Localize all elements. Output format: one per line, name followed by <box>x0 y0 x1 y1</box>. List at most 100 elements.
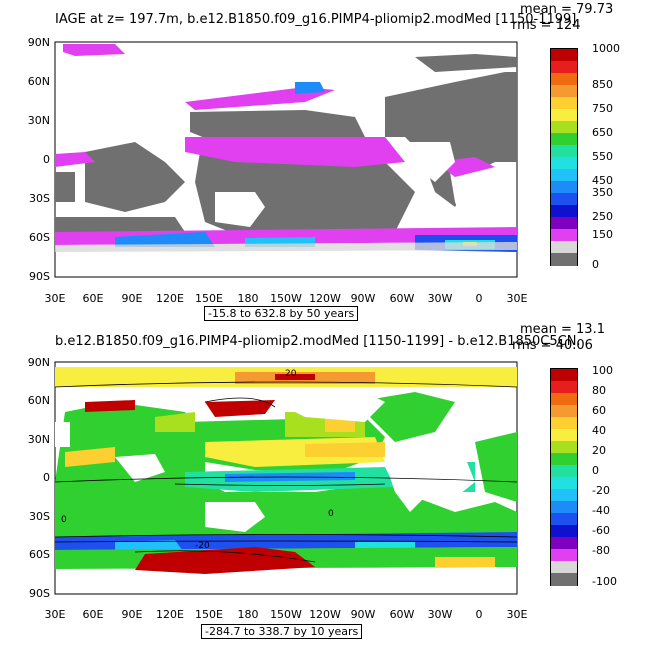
bottom-lon-tick: 30W <box>427 608 453 621</box>
top-colorbar-swatch <box>551 241 577 254</box>
top-colorbar-swatch <box>551 157 577 170</box>
top-lon-tick: 30W <box>427 292 453 305</box>
bottom-lon-tick: 30E <box>506 608 528 621</box>
top-cbar-label: 450 <box>592 174 613 187</box>
contour-label: 0 <box>61 515 67 525</box>
top-lon-tick: 30E <box>44 292 66 305</box>
bottom-colorbar-swatch <box>551 393 577 406</box>
bottom-map: 0 0 20 -20 <box>54 361 518 595</box>
top-lon-tick: 60W <box>389 292 415 305</box>
top-lat-tick: 30S <box>29 192 50 205</box>
top-lon-tick: 90W <box>350 292 376 305</box>
top-lon-tick: 150W <box>270 292 302 305</box>
contour-label: 20 <box>285 369 297 379</box>
bottom-lon-tick: 120E <box>156 608 184 621</box>
top-cbar-label: 150 <box>592 228 613 241</box>
bottom-colorbar-swatch <box>551 537 577 550</box>
bottom-colorbar-swatch <box>551 405 577 418</box>
top-panel-title: IAGE at z= 197.7m, b.e12.B1850.f09_g16.P… <box>55 12 577 27</box>
top-colorbar-swatch <box>551 73 577 86</box>
top-colorbar-swatch <box>551 121 577 134</box>
top-colorbar <box>550 48 578 266</box>
bottom-lon-tick: 150W <box>270 608 302 621</box>
bottom-cbar-label: -100 <box>592 575 617 588</box>
top-colorbar-swatch <box>551 169 577 182</box>
bottom-lat-tick: 90S <box>29 587 50 600</box>
contour-label: 0 <box>328 509 334 519</box>
top-colorbar-swatch <box>551 109 577 122</box>
top-cbar-label: 750 <box>592 102 613 115</box>
bottom-lon-tick: 0 <box>475 608 483 621</box>
bottom-colorbar-swatch <box>551 429 577 442</box>
bottom-lon-tick: 150E <box>195 608 223 621</box>
bottom-colorbar-swatch <box>551 513 577 526</box>
bottom-cbar-label: -60 <box>592 524 610 537</box>
bottom-range-box: -284.7 to 338.7 by 10 years <box>201 624 363 639</box>
top-lat-tick: 0 <box>43 153 50 166</box>
bottom-cbar-label: -80 <box>592 544 610 557</box>
top-cbar-label: 1000 <box>592 42 620 55</box>
bottom-lat-tick: 90N <box>27 356 50 369</box>
bottom-panel-title: b.e12.B1850.f09_g16.PIMP4-pliomip2.modMe… <box>55 334 581 349</box>
top-colorbar-swatch <box>551 229 577 242</box>
bottom-lon-tick: 120W <box>309 608 341 621</box>
bottom-cbar-label: 0 <box>592 464 599 477</box>
bottom-colorbar-swatch <box>551 441 577 454</box>
top-colorbar-swatch <box>551 85 577 98</box>
top-range-box: -15.8 to 632.8 by 50 years <box>204 306 359 321</box>
top-map <box>54 41 518 278</box>
top-cbar-label: 350 <box>592 186 613 199</box>
bottom-colorbar-swatch <box>551 453 577 466</box>
top-colorbar-swatch <box>551 181 577 194</box>
bottom-cbar-label: -40 <box>592 504 610 517</box>
top-colorbar-swatch <box>551 49 577 62</box>
bottom-lat-tick: 0 <box>43 471 50 484</box>
bottom-colorbar-swatch <box>551 369 577 382</box>
bottom-colorbar-swatch <box>551 381 577 394</box>
top-cbar-label: 650 <box>592 126 613 139</box>
bottom-cbar-label: 100 <box>592 364 613 377</box>
top-cbar-label: 0 <box>592 258 599 271</box>
bottom-colorbar-swatch <box>551 417 577 430</box>
top-lon-tick: 150E <box>195 292 223 305</box>
top-lon-tick: 30E <box>506 292 528 305</box>
contour-label: -20 <box>195 541 210 551</box>
top-lon-tick: 180 <box>237 292 259 305</box>
top-colorbar-swatch <box>551 145 577 158</box>
bottom-colorbar-swatch <box>551 549 577 562</box>
top-lat-tick: 60S <box>29 231 50 244</box>
top-mean-stat: mean = 79.73 <box>520 2 614 17</box>
top-lon-tick: 120E <box>156 292 184 305</box>
bottom-cbar-label: -20 <box>592 484 610 497</box>
bottom-lat-tick: 60N <box>27 394 50 407</box>
top-lat-tick: 90N <box>27 36 50 49</box>
top-colorbar-swatch <box>551 193 577 206</box>
bottom-lon-tick: 180 <box>237 608 259 621</box>
top-lat-tick: 90S <box>29 270 50 283</box>
bottom-cbar-label: 60 <box>592 404 606 417</box>
top-lon-tick: 120W <box>309 292 341 305</box>
top-map-young-water <box>55 44 517 252</box>
bottom-colorbar-swatch <box>551 489 577 502</box>
top-colorbar-swatch <box>551 205 577 218</box>
top-cbar-label: 850 <box>592 78 613 91</box>
bottom-cbar-label: 80 <box>592 384 606 397</box>
top-lon-tick: 90E <box>121 292 143 305</box>
bottom-colorbar-swatch <box>551 501 577 514</box>
bottom-lon-tick: 90W <box>350 608 376 621</box>
bottom-lat-tick: 30N <box>27 433 50 446</box>
bottom-colorbar <box>550 368 578 586</box>
bottom-mean-stat: mean = 13.1 <box>520 322 605 337</box>
bottom-map-contours <box>54 381 518 563</box>
bottom-colorbar-swatch <box>551 465 577 478</box>
bottom-lon-tick: 90E <box>121 608 143 621</box>
bottom-lat-tick: 30S <box>29 510 50 523</box>
top-rms-stat: rms = 124 <box>512 18 581 33</box>
top-lon-tick: 0 <box>475 292 483 305</box>
top-colorbar-swatch <box>551 217 577 230</box>
top-colorbar-swatch <box>551 133 577 146</box>
top-cbar-label: 550 <box>592 150 613 163</box>
bottom-colorbar-swatch <box>551 525 577 538</box>
top-colorbar-swatch <box>551 97 577 110</box>
top-map-continents <box>215 142 455 227</box>
